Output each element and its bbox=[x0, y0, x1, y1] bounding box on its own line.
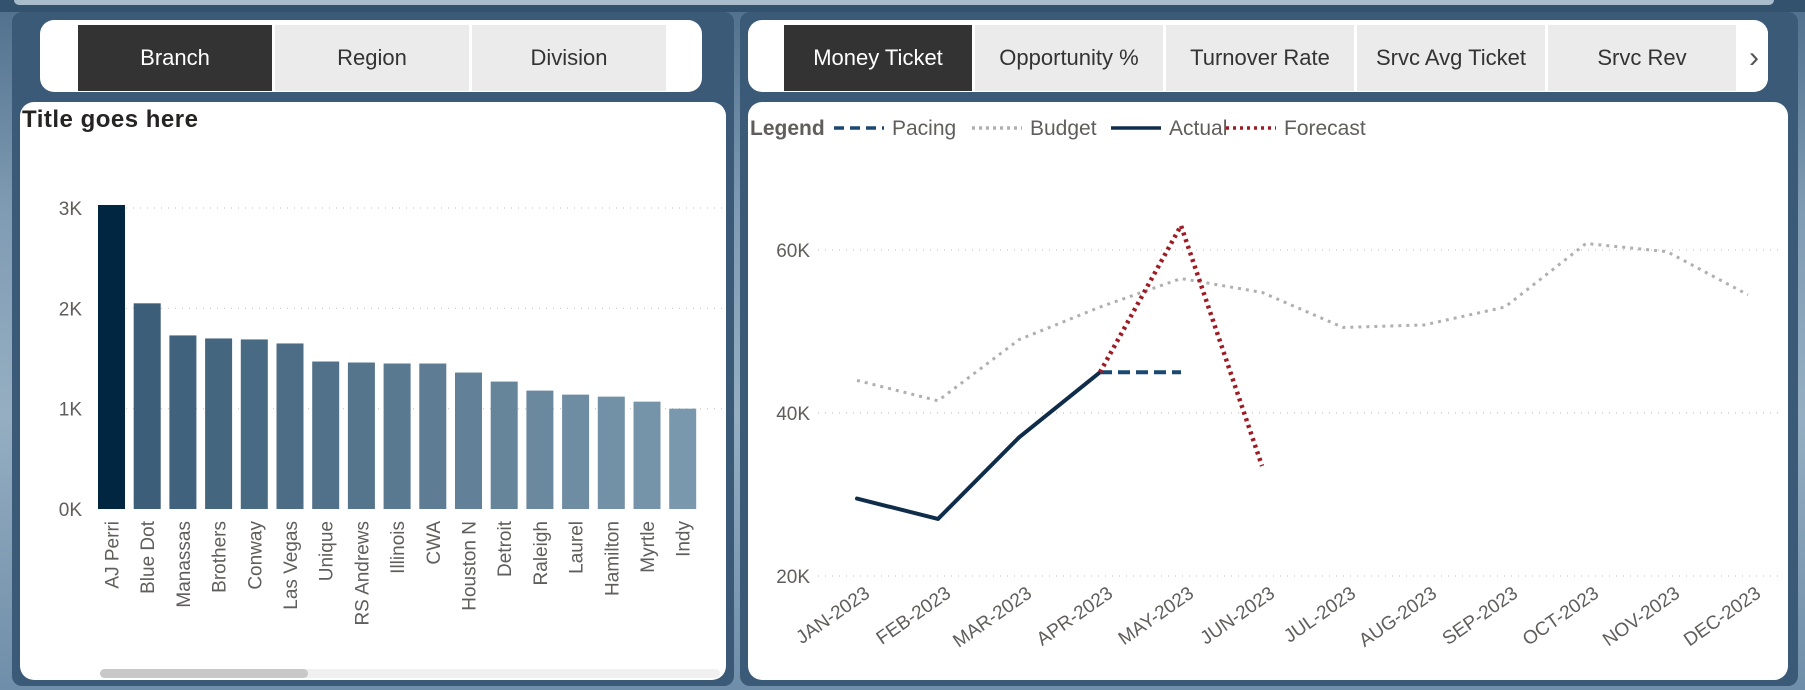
tab-region[interactable]: Region bbox=[275, 25, 469, 91]
bar[interactable] bbox=[347, 362, 375, 509]
bar-category-label: RS Andrews bbox=[352, 521, 373, 626]
bar-y-tick-label: 1K bbox=[59, 400, 83, 421]
bar[interactable] bbox=[98, 204, 125, 509]
tab-turnover-rate[interactable]: Turnover Rate bbox=[1166, 25, 1354, 91]
branch-bar-chart: 0K 1K 2K 3K AJ Perri Blue Dot Manassas Brothers… bbox=[59, 199, 722, 626]
horizontal-scrollbar[interactable] bbox=[100, 669, 720, 678]
bar[interactable] bbox=[455, 372, 482, 509]
legend-label: Budget bbox=[1030, 117, 1097, 140]
bar[interactable] bbox=[276, 343, 304, 509]
bar-category-label: Brothers bbox=[210, 521, 231, 593]
bar-category-label: AJ Perri bbox=[103, 521, 124, 589]
line-y-tick-label: 40K bbox=[776, 404, 810, 425]
bar[interactable] bbox=[490, 381, 518, 509]
legend-label: Actual bbox=[1169, 117, 1227, 140]
tab-srvc-avg-ticket[interactable]: Srvc Avg Ticket bbox=[1357, 25, 1545, 91]
top-strip bbox=[0, 0, 1805, 12]
bar[interactable] bbox=[312, 361, 340, 509]
metric-tabs: Money Ticket Opportunity % Turnover Rate… bbox=[784, 25, 1736, 91]
branch-bar-chart-card: Title goes here 0K 1K 2K 3K AJ Perri Blue Dot… bbox=[20, 102, 726, 680]
line-x-tick-label: JUN-2023 bbox=[1197, 583, 1279, 649]
bar[interactable] bbox=[419, 363, 447, 509]
money-ticket-line-chart-card: Legend Pacing Budget Actual Forecast 20K 40K 60… bbox=[748, 102, 1788, 680]
tab-opportunity[interactable]: Opportunity % bbox=[975, 25, 1163, 91]
line-x-tick-label: AUG-2023 bbox=[1355, 583, 1441, 652]
chevron-right-icon[interactable]: › bbox=[1740, 25, 1768, 91]
bar-y-tick-label: 0K bbox=[59, 500, 83, 521]
line-x-tick-label: MAY-2023 bbox=[1115, 583, 1198, 650]
line-x-tick-label: NOV-2023 bbox=[1599, 583, 1684, 651]
legend-label: Forecast bbox=[1284, 117, 1366, 140]
bar-category-label: Raleigh bbox=[531, 521, 552, 585]
hierarchy-tabs: Branch Region Division bbox=[78, 25, 666, 91]
tab-division[interactable]: Division bbox=[472, 25, 666, 91]
line-x-tick-label: MAR-2023 bbox=[949, 583, 1035, 652]
tab-srvc-rev[interactable]: Srvc Rev bbox=[1548, 25, 1736, 91]
line-x-tick-label: OCT-2023 bbox=[1519, 583, 1603, 650]
bar-y-tick-label: 3K bbox=[59, 199, 83, 220]
scrollbar-thumb[interactable] bbox=[100, 669, 308, 678]
bar[interactable] bbox=[133, 303, 161, 509]
bar-category-label: Conway bbox=[245, 521, 266, 590]
bar[interactable] bbox=[169, 335, 197, 509]
bar-category-label: Manassas bbox=[174, 521, 195, 608]
hierarchy-slicer: Branch Region Division bbox=[40, 20, 702, 92]
bar[interactable] bbox=[205, 338, 233, 509]
bar-category-label: Laurel bbox=[567, 521, 588, 574]
tab-money-ticket[interactable]: Money Ticket bbox=[784, 25, 972, 91]
bar-category-label: Las Vegas bbox=[281, 521, 302, 610]
tab-branch[interactable]: Branch bbox=[78, 25, 272, 91]
bar-y-tick-label: 2K bbox=[59, 299, 83, 320]
line-x-tick-label: JUL-2023 bbox=[1280, 583, 1360, 647]
line-x-tick-label: JAN-2023 bbox=[793, 583, 874, 649]
legend-title: Legend bbox=[750, 117, 825, 140]
bar-category-label: Unique bbox=[317, 521, 338, 581]
bar[interactable] bbox=[526, 390, 554, 509]
bar-category-label: Houston N bbox=[460, 521, 481, 611]
line-x-tick-label: SEP-2023 bbox=[1439, 583, 1522, 650]
bar[interactable] bbox=[597, 396, 625, 509]
series-line-forecast[interactable] bbox=[1098, 223, 1265, 467]
bar-category-label: Detroit bbox=[495, 520, 516, 577]
bar[interactable] bbox=[240, 339, 268, 509]
bar[interactable] bbox=[562, 394, 590, 509]
bar-category-label: Myrtle bbox=[638, 521, 659, 573]
bar[interactable] bbox=[383, 363, 411, 509]
line-x-tick-label: FEB-2023 bbox=[873, 583, 955, 649]
bar[interactable] bbox=[633, 401, 661, 509]
line-y-tick-label: 20K bbox=[776, 567, 810, 588]
bar-category-label: Indy bbox=[674, 521, 695, 557]
series-line-actual[interactable] bbox=[855, 370, 1102, 521]
money-ticket-line-chart: Legend Pacing Budget Actual Forecast 20K 40K 60… bbox=[750, 117, 1778, 652]
series-line-budget[interactable] bbox=[856, 241, 1749, 403]
line-x-tick-label: APR-2023 bbox=[1033, 583, 1117, 650]
chart-title: Title goes here bbox=[22, 106, 199, 133]
bar-category-label: CWA bbox=[424, 521, 445, 565]
line-y-tick-label: 60K bbox=[776, 241, 810, 262]
bar[interactable] bbox=[669, 408, 697, 509]
metric-slicer: Money Ticket Opportunity % Turnover Rate… bbox=[748, 20, 1768, 92]
legend-label: Pacing bbox=[892, 117, 956, 140]
bar-category-label: Blue Dot bbox=[138, 520, 159, 594]
top-strip-inner bbox=[14, 0, 1774, 5]
bar-category-label: Illinois bbox=[388, 521, 409, 574]
bar-category-label: Hamilton bbox=[602, 521, 623, 596]
line-x-tick-label: DEC-2023 bbox=[1680, 583, 1765, 651]
